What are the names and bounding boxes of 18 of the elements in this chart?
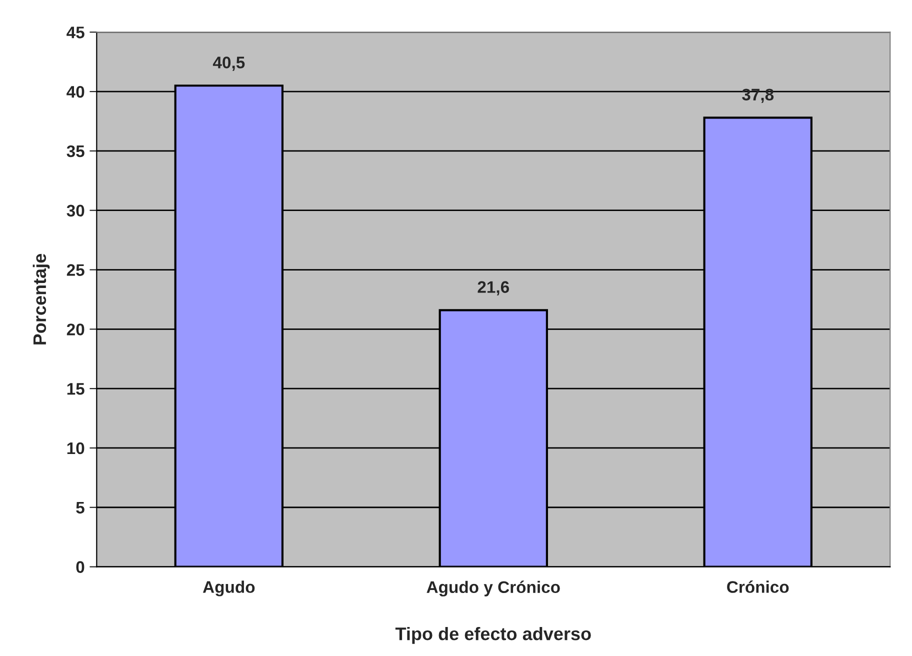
y-tick-label: 20	[66, 324, 84, 336]
y-tick-label: 45	[66, 26, 84, 38]
y-tick-label: 15	[67, 383, 84, 395]
y-tick-label: 40	[66, 86, 84, 98]
data-label: 40,5	[212, 56, 245, 71]
y-tick-label: 25	[66, 264, 84, 276]
x-tick-label: Agudo y Crónico	[426, 580, 560, 596]
y-axis-title: Porcentaje	[32, 254, 50, 344]
y-tick-label: 0	[76, 561, 84, 573]
data-label: 21,6	[478, 281, 510, 296]
x-tick-label: Crónico	[727, 580, 789, 593]
x-axis-title: Tipo de efecto adverso	[395, 626, 591, 644]
y-tick-label: 30	[66, 204, 84, 217]
y-tick-label: 5	[76, 502, 84, 514]
x-tick-label: Agudo	[202, 580, 255, 596]
y-tick-label: 35	[66, 145, 84, 158]
y-tick-label: 10	[67, 442, 84, 454]
data-label: 37,8	[742, 88, 774, 103]
